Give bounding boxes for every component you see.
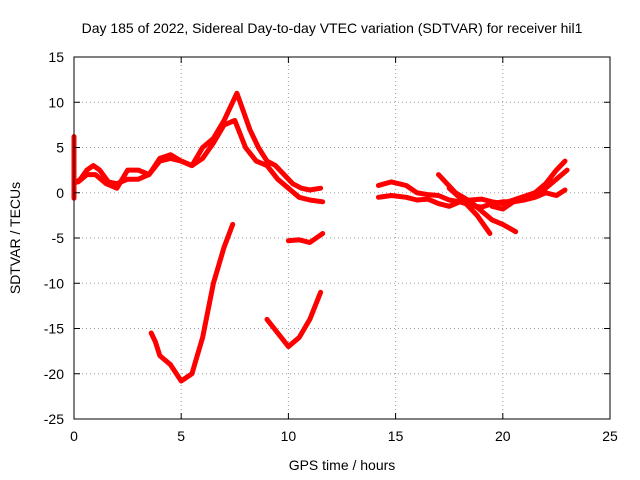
y-tick-label: -15 bbox=[44, 321, 64, 337]
x-axis-label: GPS time / hours bbox=[289, 457, 396, 473]
x-tick-label: 15 bbox=[388, 428, 404, 444]
y-tick-label: 10 bbox=[48, 94, 64, 110]
series-arc-1 bbox=[71, 90, 324, 193]
x-tick-label: 5 bbox=[177, 428, 185, 444]
series-arc-11 bbox=[489, 167, 570, 212]
series-arc-2 bbox=[75, 117, 326, 205]
series-arc-4 bbox=[148, 221, 236, 384]
y-tick-label: -10 bbox=[44, 275, 64, 291]
series-arc-5 bbox=[264, 289, 324, 350]
x-tick-label: 20 bbox=[495, 428, 511, 444]
y-tick-label: -20 bbox=[44, 366, 64, 382]
tick-labels: 0 5 10 15 20 25 -25 -20 -15 -10 -5 0 5 10 15 bbox=[44, 49, 618, 444]
plot-frame bbox=[73, 56, 611, 420]
y-tick-label: 15 bbox=[48, 49, 64, 65]
y-tick-label: -25 bbox=[44, 411, 64, 427]
data-series bbox=[71, 90, 570, 384]
x-tick-label: 25 bbox=[602, 428, 618, 444]
chart-title: Day 185 of 2022, Sidereal Day-to-day VTE… bbox=[82, 20, 583, 36]
y-tick-label: 5 bbox=[56, 140, 64, 156]
x-tick-label: 10 bbox=[281, 428, 297, 444]
series-arc-10 bbox=[446, 185, 493, 236]
y-axis-label: SDTVAR / TECUs bbox=[7, 182, 23, 294]
grid bbox=[74, 57, 610, 419]
y-tick-label: -5 bbox=[52, 230, 65, 246]
series-arc-6 bbox=[285, 231, 326, 245]
y-tick-label: 0 bbox=[56, 185, 64, 201]
x-tick-label: 0 bbox=[70, 428, 78, 444]
